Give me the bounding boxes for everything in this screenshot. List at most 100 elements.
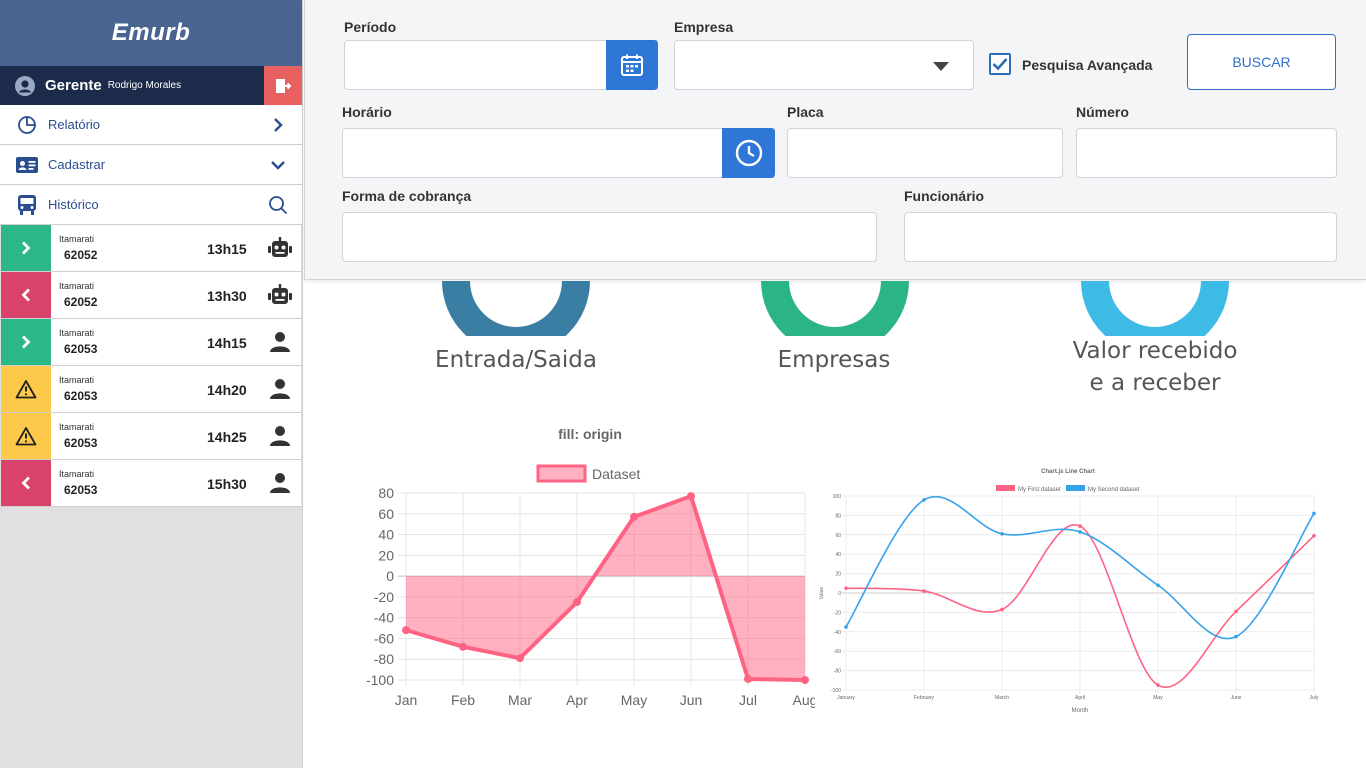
history-row[interactable]: Itamarati 62053 14h25	[1, 413, 301, 460]
menu-item-historico[interactable]: Histórico	[0, 185, 302, 225]
advanced-search-checkbox[interactable]	[989, 53, 1011, 75]
data-point[interactable]	[844, 625, 848, 629]
legend-swatch[interactable]	[1066, 485, 1085, 491]
history-type	[267, 237, 293, 259]
data-point[interactable]	[1312, 511, 1316, 516]
logout-button[interactable]	[264, 66, 302, 105]
sidebar: Emurb Gerente Rodrigo Morales Relatório …	[0, 0, 303, 768]
robot-icon	[268, 284, 292, 304]
search-button[interactable]: BUSCAR	[1187, 34, 1336, 90]
person-icon	[270, 332, 290, 352]
x-tick-label: January	[837, 695, 855, 701]
y-tick-label: 60	[378, 506, 394, 522]
history-plate: 62053	[64, 436, 98, 450]
x-tick-label: March	[995, 695, 1009, 701]
calendar-icon	[621, 54, 643, 76]
menu-item-relatorio[interactable]: Relatório	[0, 105, 302, 145]
data-point[interactable]	[1156, 583, 1160, 588]
placa-input[interactable]	[787, 128, 1063, 178]
advanced-search-label: Pesquisa Avançada	[1022, 57, 1153, 73]
data-point[interactable]	[516, 654, 524, 663]
area-fill	[406, 496, 805, 680]
history-time: 14h20	[207, 382, 247, 398]
bus-icon	[18, 194, 36, 215]
history-status	[1, 319, 51, 365]
chart-line: Chart.js Line Chart My First dataset My Se…	[819, 469, 1319, 714]
clock-icon	[735, 139, 762, 167]
donut-label-empresas: Empresas	[777, 347, 891, 373]
history-company: Itamarati	[59, 234, 95, 244]
data-point[interactable]	[1234, 609, 1238, 614]
data-point[interactable]	[573, 598, 581, 607]
history-row[interactable]: Itamarati 62052 13h30	[1, 272, 301, 319]
data-point[interactable]	[402, 626, 410, 635]
forma-cobranca-label: Forma de cobrança	[342, 188, 472, 204]
x-tick-label: June	[1231, 695, 1242, 701]
data-point[interactable]	[459, 642, 467, 651]
forma-cobranca-input[interactable]	[342, 212, 877, 262]
history-time: 14h25	[207, 429, 247, 445]
data-point[interactable]	[922, 589, 926, 593]
data-point[interactable]	[687, 492, 695, 501]
legend-swatch[interactable]	[536, 464, 587, 483]
data-point[interactable]	[922, 498, 926, 502]
y-tick-label: -20	[834, 610, 841, 616]
history-row[interactable]: Itamarati 62053 15h30	[1, 460, 301, 507]
donut-valor[interactable]	[1077, 281, 1233, 336]
history-row[interactable]: Itamarati 62053 14h20	[1, 366, 301, 413]
x-tick-label: May	[1153, 695, 1163, 701]
clock-button[interactable]	[722, 128, 775, 178]
history-row[interactable]: Itamarati 62053 14h15	[1, 319, 301, 366]
menu-item-cadastrar[interactable]: Cadastrar	[0, 145, 302, 185]
person-icon	[270, 426, 290, 446]
chart-fill-origin: fill: origin Dataset 80 60 40 20 0 -20 -40 -60 -80…	[366, 426, 815, 708]
chevron-right-icon	[22, 335, 31, 349]
series-line	[405, 494, 806, 682]
history-type	[267, 378, 293, 400]
calendar-button[interactable]	[606, 40, 658, 90]
history-type	[267, 284, 293, 306]
y-tick-label: 0	[386, 568, 394, 584]
periodo-input[interactable]	[344, 40, 658, 90]
history-type	[267, 425, 293, 447]
history-plate: 62053	[64, 483, 98, 497]
history-time: 13h15	[207, 241, 247, 257]
history-plate: 62052	[64, 295, 98, 309]
funcionario-label: Funcionário	[904, 188, 985, 204]
data-point[interactable]	[1234, 634, 1238, 639]
funcionario-input[interactable]	[904, 212, 1337, 262]
data-point[interactable]	[1156, 683, 1160, 687]
data-point[interactable]	[630, 512, 638, 521]
menu-label: Histórico	[48, 197, 99, 212]
data-point[interactable]	[1078, 524, 1082, 528]
data-point[interactable]	[1000, 532, 1004, 536]
data-point[interactable]	[744, 674, 752, 683]
history-status	[1, 413, 51, 459]
data-point[interactable]	[801, 676, 809, 684]
y-tick-label: -60	[374, 630, 394, 646]
donut-empresas[interactable]	[757, 281, 913, 336]
donut-arc	[442, 281, 590, 336]
legend-label: My First dataset	[1018, 487, 1061, 493]
history-company: Itamarati	[59, 328, 95, 338]
pie-chart-icon	[18, 115, 36, 134]
legend-label: Dataset	[592, 466, 640, 482]
data-point[interactable]	[1312, 533, 1316, 538]
data-point[interactable]	[1000, 607, 1004, 612]
data-point[interactable]	[844, 586, 848, 590]
legend-swatch[interactable]	[996, 485, 1015, 491]
chevron-left-icon	[21, 476, 30, 490]
brand-logo[interactable]: Emurb	[111, 19, 191, 46]
x-tick-label: April	[1075, 695, 1085, 701]
donut-label-valor: Valor recebido e a receber	[1045, 335, 1265, 399]
numero-input[interactable]	[1076, 128, 1337, 178]
history-row[interactable]: Itamarati 62052 13h15	[1, 225, 301, 272]
horario-input[interactable]	[342, 128, 775, 178]
empresa-select[interactable]	[674, 40, 974, 90]
donut-entrada-saida[interactable]	[438, 281, 594, 336]
chevron-down-icon	[271, 161, 285, 170]
data-point[interactable]	[1078, 530, 1082, 534]
empresa-label: Empresa	[674, 19, 734, 35]
y-tick-label: -20	[374, 589, 394, 605]
y-tick-label: 80	[378, 485, 394, 501]
